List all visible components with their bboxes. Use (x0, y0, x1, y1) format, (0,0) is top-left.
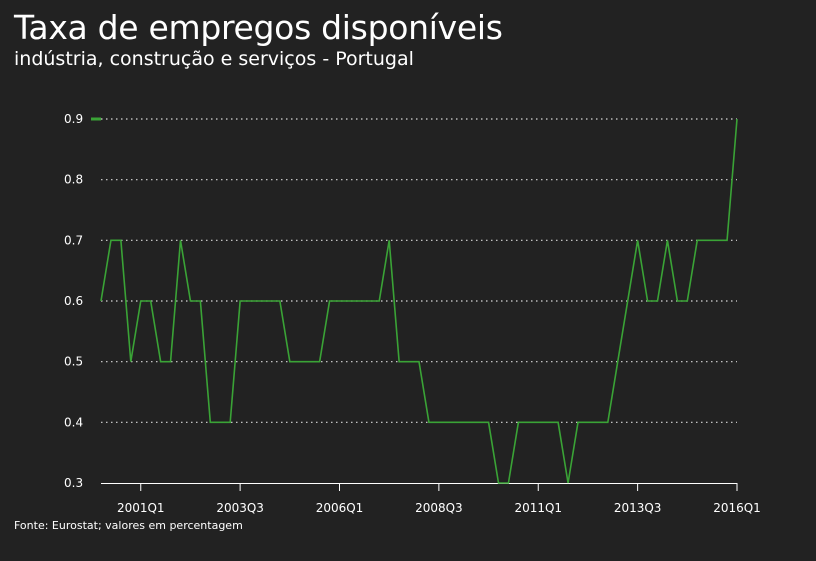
x-tick-label: 2006Q1 (316, 501, 364, 515)
y-tick-label: 0.7 (64, 233, 83, 247)
y-tick-label: 0.4 (64, 415, 83, 429)
x-tick-label: 2001Q1 (117, 501, 165, 515)
x-axis: 2001Q1 2003Q3 2006Q1 2008Q3 2011Q1 2013Q3 2016… (101, 483, 761, 515)
y-tick-label: 0.3 (64, 476, 83, 490)
x-tick-label: 2013Q3 (614, 501, 662, 515)
grid-lines (101, 118, 737, 423)
y-tick-label: 0.8 (64, 173, 83, 187)
x-tick-label: 2003Q3 (216, 501, 264, 515)
chart-title: Taxa de empregos disponíveis (14, 8, 503, 47)
source-note: Fonte: Eurostat; valores em percentagem (14, 519, 243, 532)
x-tick-label: 2016Q1 (713, 501, 761, 515)
y-tick-label: 0.9 (64, 112, 83, 126)
series-layer (91, 117, 738, 484)
x-tick-label: 2008Q3 (415, 501, 463, 515)
y-tick-label: 0.6 (64, 294, 83, 308)
series-line (100, 118, 738, 484)
x-tick-label: 2011Q1 (514, 501, 562, 515)
y-tick-label: 0.5 (64, 355, 83, 369)
chart-subtitle: indústria, construção e serviços - Portu… (14, 48, 414, 70)
y-axis: 0.3 0.4 0.5 0.6 0.7 0.8 0.9 (64, 112, 83, 490)
